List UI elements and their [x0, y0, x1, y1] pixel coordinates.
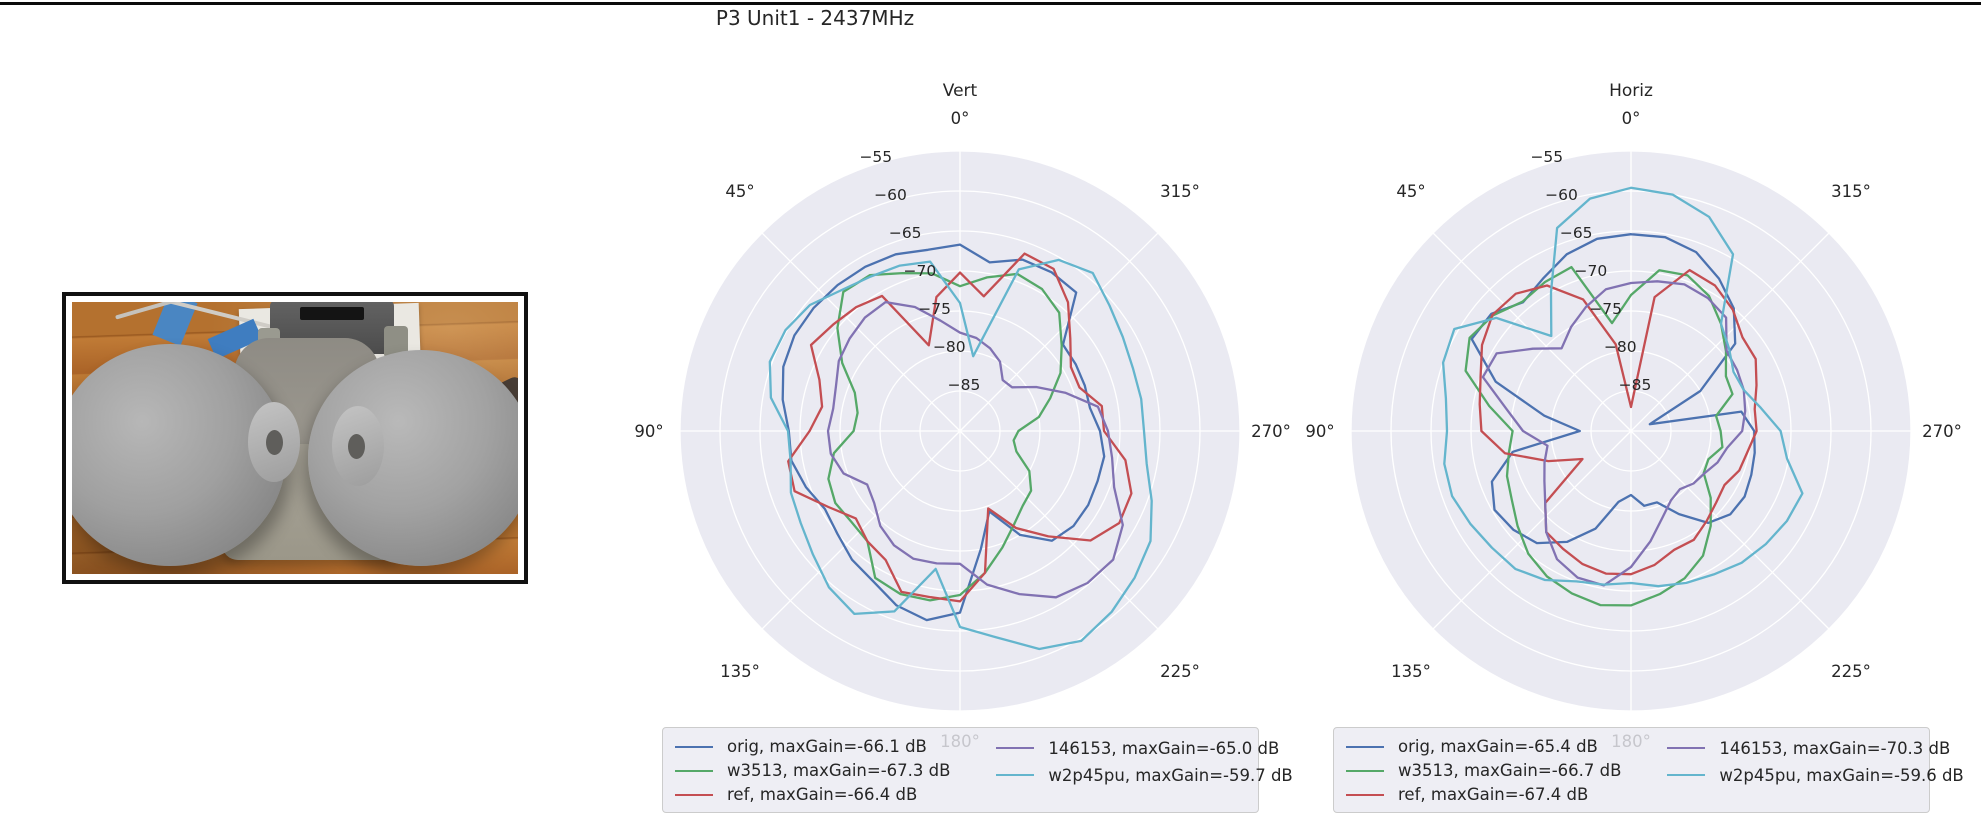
radial-tick-label--80: −80: [933, 338, 966, 356]
legend-item-w3513: w3513, maxGain=-67.3 dB: [675, 761, 950, 780]
legend-line-swatch-w2p45pu: [1667, 774, 1706, 776]
radial-tick-label--65: −65: [889, 224, 922, 242]
legend-line-swatch-146153: [996, 747, 1035, 749]
theta-tick-label-45: 45°: [725, 182, 754, 201]
legend-line-swatch-ref: [1346, 793, 1384, 796]
legend-item-146153: 146153, maxGain=-65.0 dB: [996, 737, 1292, 759]
legend-item-w2p45pu: w2p45pu, maxGain=-59.7 dB: [996, 764, 1293, 786]
legend-item-w3513: w3513, maxGain=-66.7 dB: [1346, 761, 1621, 780]
radial-tick-label--85: −85: [948, 376, 981, 394]
legend-horiz: orig, maxGain=-65.4 dB w3513, maxGain=-66…: [1333, 727, 1964, 813]
series-line-ref: [787, 252, 1133, 603]
radial-tick-label--70: −70: [904, 262, 937, 280]
angular-gridline: [1630, 430, 1830, 630]
legend-label-w2p45pu: w2p45pu, maxGain=-59.6 dB: [1719, 765, 1964, 785]
photo-bracket-slot: [300, 307, 364, 320]
legend-line-swatch-w3513: [1346, 769, 1384, 772]
theta-tick-label-0: 0°: [1622, 109, 1641, 128]
legend-column: 146153, maxGain=-70.3 dB w2p45pu, maxGain…: [1667, 737, 1964, 803]
radial-tick-label--85: −85: [1619, 376, 1652, 394]
series-line-w2p45pu: [768, 258, 1153, 651]
angular-gridline: [1432, 430, 1632, 630]
theta-tick-label-90: 90°: [1305, 422, 1334, 441]
legend-vert: orig, maxGain=-66.1 dB w3513, maxGain=-67…: [662, 727, 1293, 813]
legend-label-146153: 146153, maxGain=-65.0 dB: [1048, 738, 1280, 758]
angular-gridline: [1630, 232, 1830, 432]
legend-label-ref: ref, maxGain=-66.4 dB: [727, 785, 918, 804]
angular-gridline: [959, 232, 1159, 432]
legend-label-orig: orig, maxGain=-65.4 dB: [1398, 737, 1598, 756]
radial-tick-label--70: −70: [1575, 262, 1608, 280]
series-line-146153: [1481, 280, 1747, 587]
angular-gridline: [1432, 232, 1632, 432]
series-line-w2p45pu: [1441, 186, 1804, 588]
legend-column: orig, maxGain=-66.1 dB w3513, maxGain=-67…: [675, 737, 950, 804]
series-line-w3513: [1464, 265, 1734, 607]
legend-column: orig, maxGain=-65.4 dB w3513, maxGain=-66…: [1346, 737, 1621, 804]
legend-line-swatch-w2p45pu: [996, 774, 1035, 776]
legend-label-w3513: w3513, maxGain=-66.7 dB: [1398, 761, 1622, 780]
radial-tick-label--65: −65: [1560, 224, 1593, 242]
legend-item-146153: 146153, maxGain=-70.3 dB: [1667, 737, 1963, 759]
device-photo: [72, 302, 518, 574]
legend-item-orig: orig, maxGain=-65.4 dB: [1346, 737, 1621, 756]
polar-axes-horiz: 0°45°90°135°180°225°270°315°−85−80−75−70…: [1305, 109, 1962, 751]
legend-line-swatch-ref: [675, 793, 713, 796]
legend-label-orig: orig, maxGain=-66.1 dB: [727, 737, 927, 756]
legend-line-swatch-w3513: [675, 769, 713, 772]
window-top-border: [0, 2, 1981, 5]
legend-item-ref: ref, maxGain=-66.4 dB: [675, 785, 950, 804]
figure-title: P3 Unit1 - 2437MHz: [715, 6, 915, 30]
angular-gridline: [761, 232, 961, 432]
theta-tick-label-270: 270°: [1922, 422, 1962, 441]
photo-port-hole-right: [348, 434, 365, 459]
polar-chart-vert: Vert 0°45°90°135°180°225°270°315°−85−80−…: [610, 81, 1310, 781]
theta-tick-label-225: 225°: [1160, 662, 1200, 681]
theta-tick-label-135: 135°: [1391, 662, 1431, 681]
radial-tick-label--55: −55: [859, 148, 892, 166]
theta-tick-label-315: 315°: [1160, 182, 1200, 201]
theta-tick-label-315: 315°: [1831, 182, 1871, 201]
theta-tick-label-270: 270°: [1251, 422, 1291, 441]
legend-line-swatch-orig: [1346, 745, 1384, 748]
radial-tick-label--60: −60: [874, 186, 907, 204]
legend-label-ref: ref, maxGain=-67.4 dB: [1398, 785, 1589, 804]
legend-label-w2p45pu: w2p45pu, maxGain=-59.7 dB: [1048, 765, 1293, 785]
photo-frame: [62, 292, 528, 584]
radial-tick-label--75: −75: [1589, 300, 1622, 318]
series-line-orig: [1470, 233, 1756, 545]
legend-label-w3513: w3513, maxGain=-67.3 dB: [727, 761, 951, 780]
theta-tick-label-135: 135°: [720, 662, 760, 681]
legend-item-orig: orig, maxGain=-66.1 dB: [675, 737, 950, 756]
angular-gridline: [959, 430, 1159, 630]
photo-port-hole-left: [266, 430, 283, 455]
series-line-w3513: [827, 271, 1063, 602]
radial-tick-label--80: −80: [1604, 338, 1637, 356]
legend-item-ref: ref, maxGain=-67.4 dB: [1346, 785, 1621, 804]
theta-tick-label-0: 0°: [951, 109, 970, 128]
legend-column: 146153, maxGain=-65.0 dB w2p45pu, maxGain…: [996, 737, 1293, 803]
theta-tick-label-225: 225°: [1831, 662, 1871, 681]
radial-tick-label--75: −75: [918, 300, 951, 318]
theta-tick-label-45: 45°: [1396, 182, 1425, 201]
polar-axes-vert: 0°45°90°135°180°225°270°315°−85−80−75−70…: [634, 109, 1291, 751]
series-line-orig: [781, 243, 1106, 622]
radial-tick-label--60: −60: [1545, 186, 1578, 204]
series-line-146153: [826, 300, 1124, 599]
legend-line-swatch-146153: [1667, 747, 1706, 749]
legend-label-146153: 146153, maxGain=-70.3 dB: [1719, 738, 1951, 758]
subplot-title-horiz: Horiz: [1609, 81, 1653, 101]
legend-line-swatch-orig: [675, 745, 713, 748]
theta-tick-label-90: 90°: [634, 422, 663, 441]
subplot-title-vert: Vert: [942, 81, 978, 101]
series-line-ref: [1478, 268, 1758, 576]
legend-item-w2p45pu: w2p45pu, maxGain=-59.6 dB: [1667, 764, 1964, 786]
polar-chart-horiz: Horiz 0°45°90°135°180°225°270°315°−85−80…: [1281, 81, 1981, 781]
radial-tick-label--55: −55: [1530, 148, 1563, 166]
